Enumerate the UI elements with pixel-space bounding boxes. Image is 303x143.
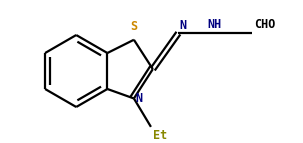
Text: Et: Et	[153, 129, 167, 142]
Text: N: N	[179, 19, 186, 32]
Text: S: S	[130, 20, 138, 33]
Text: NH: NH	[207, 18, 221, 31]
Text: CHO: CHO	[254, 18, 275, 31]
Text: N: N	[136, 92, 143, 105]
